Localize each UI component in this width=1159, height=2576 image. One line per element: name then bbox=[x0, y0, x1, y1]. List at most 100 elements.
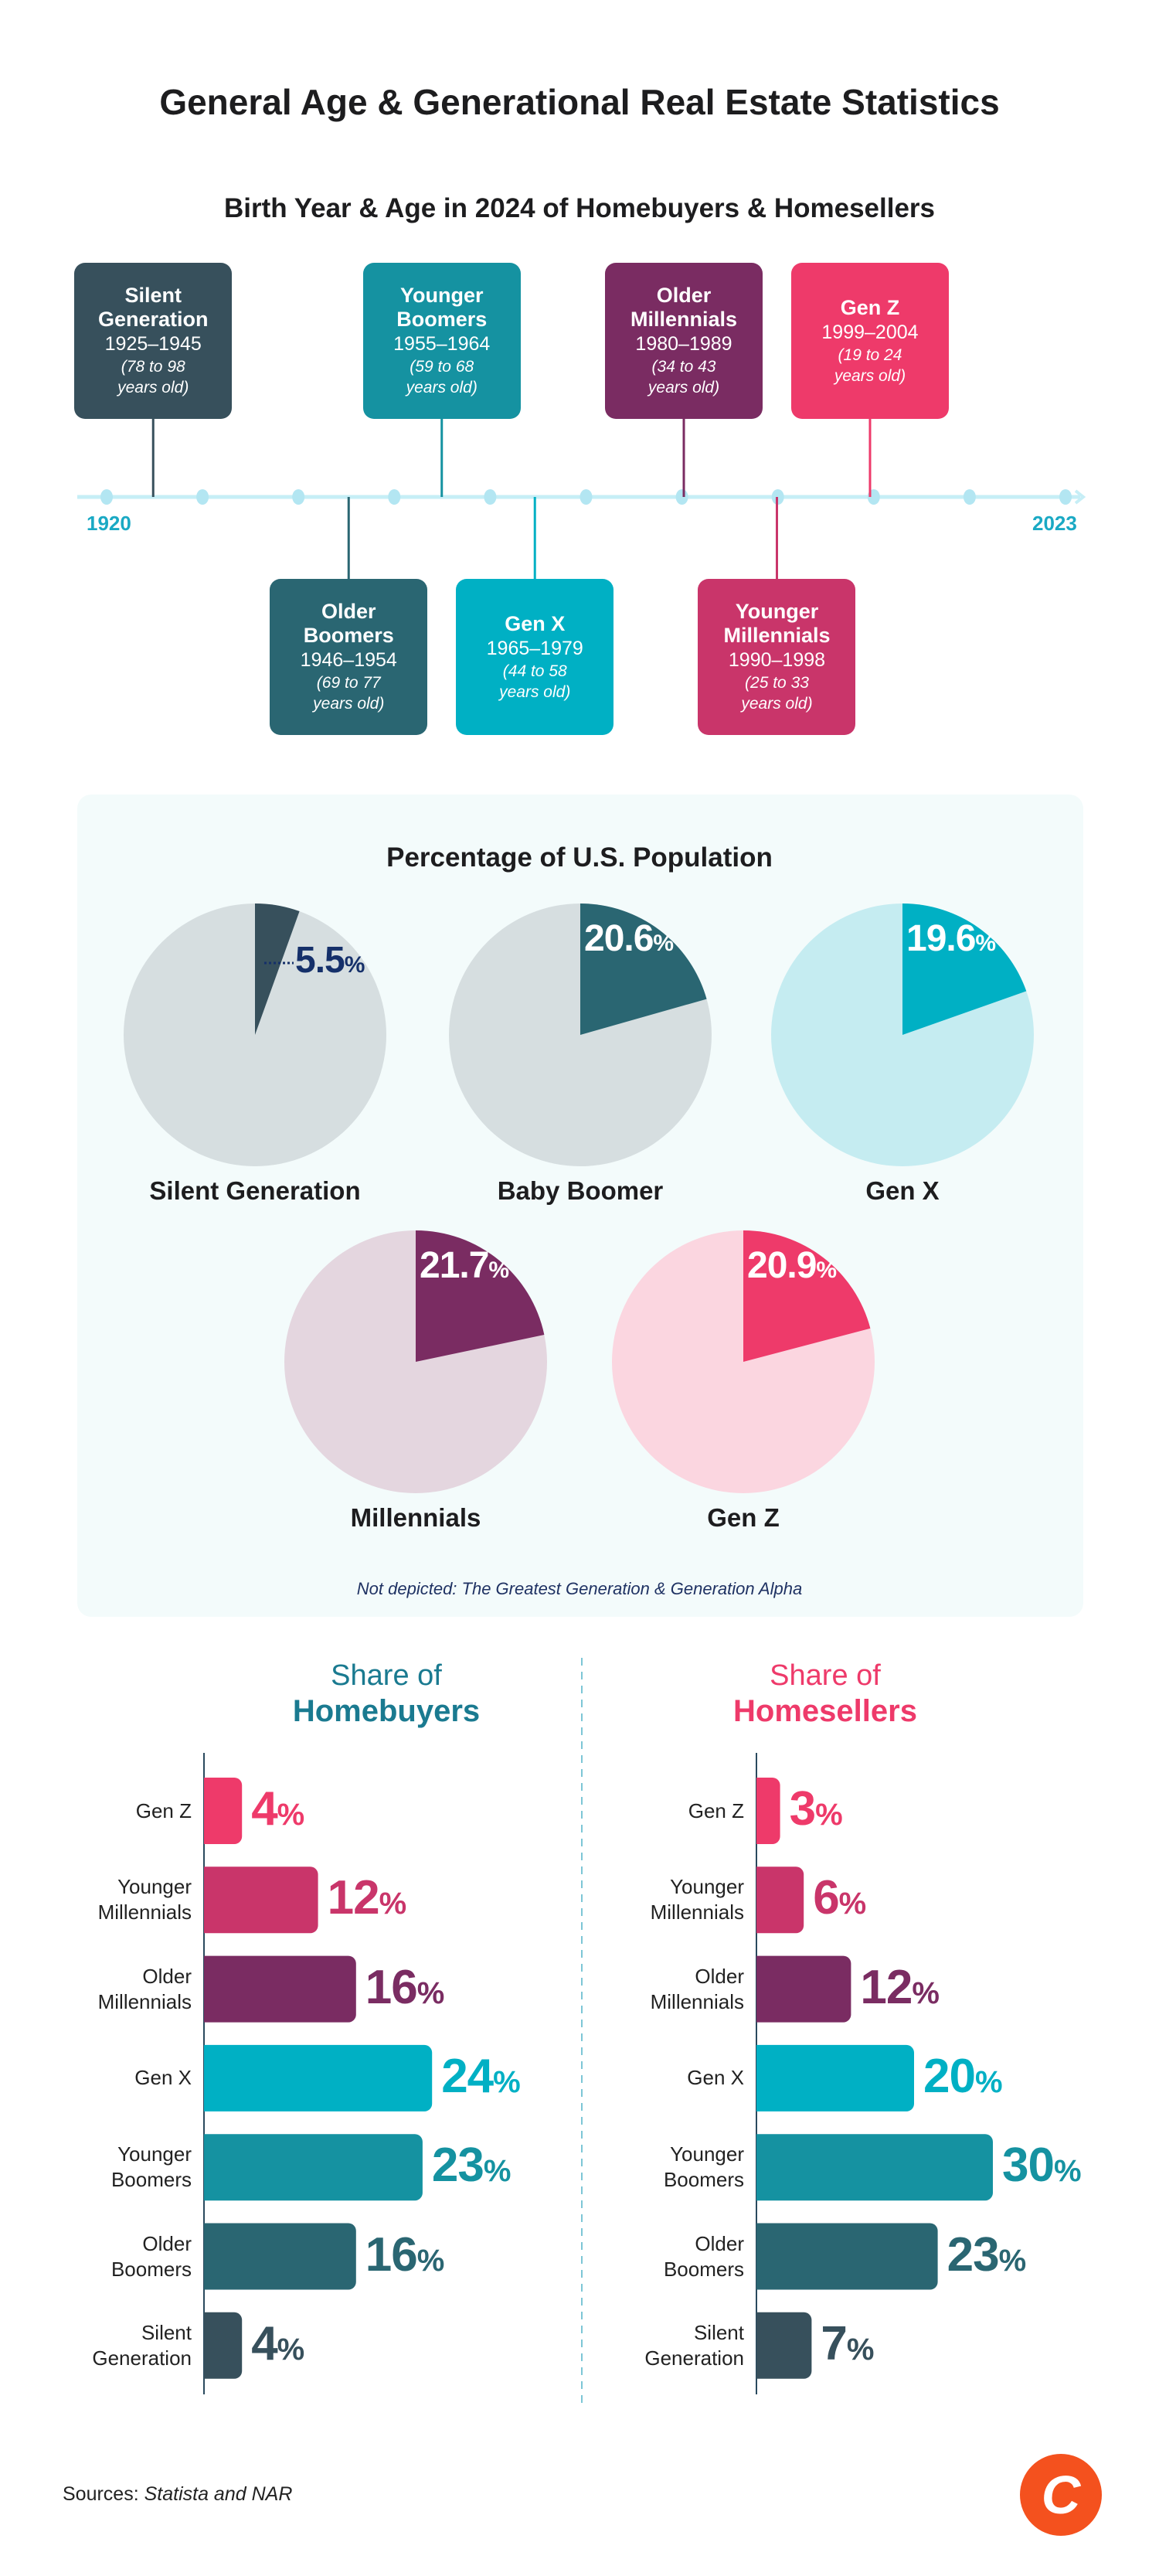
generation-name: Younger bbox=[399, 284, 484, 307]
bar bbox=[204, 2044, 433, 2112]
generation-ages: (59 to 68 bbox=[410, 358, 474, 376]
bar-category: Older Boomers bbox=[22, 2231, 192, 2282]
pie-value-unit: % bbox=[975, 931, 996, 956]
generation-box: Gen X 1965–1979 (44 to 58 years old) bbox=[456, 579, 614, 735]
generation-box: Younger Millennials 1990–1998 (25 to 33 year… bbox=[698, 579, 856, 735]
bar-category-line: Gen Z bbox=[688, 1798, 744, 1822]
bar bbox=[204, 2223, 356, 2290]
pie-slice bbox=[416, 1230, 545, 1362]
bar bbox=[204, 2312, 243, 2379]
bar-value-unit: % bbox=[974, 2064, 1003, 2099]
bar bbox=[756, 2134, 993, 2201]
bar-value-unit: % bbox=[483, 2154, 512, 2189]
bar-value-unit: % bbox=[416, 2243, 445, 2278]
pie-value-number: 20.9 bbox=[747, 1245, 817, 1286]
bar-value-number: 24 bbox=[441, 2049, 494, 2103]
bar-value-unit: % bbox=[379, 1887, 407, 1921]
bar-category-line: Boomers bbox=[663, 2257, 744, 2281]
timeline-dot bbox=[196, 489, 209, 505]
generation-years: 1955–1964 bbox=[393, 333, 491, 355]
generation-name: Gen Z bbox=[840, 295, 900, 319]
timeline-dot bbox=[675, 489, 688, 505]
pie-name: Gen X bbox=[865, 1176, 940, 1205]
bar-value-unit: % bbox=[838, 1887, 867, 1921]
bar-category-line: Younger bbox=[117, 2142, 192, 2166]
pie-slice bbox=[743, 1230, 871, 1362]
generation-name: Boomers bbox=[396, 308, 488, 331]
bar-category: Younger Boomers bbox=[22, 2142, 192, 2193]
bar-category-line: Millennials bbox=[97, 1989, 192, 2013]
bar-value: 30% bbox=[1002, 2138, 1082, 2193]
bar-value-unit: % bbox=[912, 1975, 940, 2010]
timeline-start-label: 1920 bbox=[87, 512, 131, 535]
bar-value: 7% bbox=[821, 2316, 874, 2371]
pie-value-number: 21.7 bbox=[420, 1245, 489, 1286]
bar-value: 3% bbox=[789, 1781, 843, 1836]
bar-value: 16% bbox=[365, 1960, 445, 2015]
bar-value: 16% bbox=[365, 2227, 445, 2282]
bar-category: Gen Z bbox=[22, 1798, 192, 1824]
pie-value-unit: % bbox=[488, 1257, 509, 1283]
generation-ages: (34 to 43 bbox=[651, 358, 716, 376]
sources: Sources: Statista and NAR bbox=[63, 2483, 292, 2506]
bar-value-unit: % bbox=[815, 1798, 843, 1832]
bar-value-number: 12 bbox=[327, 1871, 380, 1925]
bar-category-line: Millennials bbox=[650, 1901, 744, 1924]
generation-box: Silent Generation 1925–1945 (78 to 98 years … bbox=[74, 263, 233, 419]
generation-name: Silent bbox=[124, 284, 182, 307]
bar-value-number: 20 bbox=[923, 2049, 976, 2103]
bar-chart-title: Share of Homesellers bbox=[632, 1658, 1018, 1729]
generation-ages: years old) bbox=[406, 379, 478, 396]
generation-ages: (44 to 58 bbox=[502, 662, 567, 680]
pie-value: 5.5% bbox=[295, 939, 365, 982]
bar-category: Younger Millennials bbox=[574, 1874, 744, 1925]
pie-slice bbox=[902, 903, 1027, 1035]
pie-value-number: 19.6 bbox=[906, 918, 976, 959]
sources-text: Statista and NAR bbox=[144, 2483, 293, 2505]
bar-category: Gen X bbox=[22, 2065, 192, 2091]
bar-category: Silent Generation bbox=[574, 2320, 744, 2371]
bar-title-line2: Homesellers bbox=[733, 1694, 917, 1728]
bar-category-line: Millennials bbox=[97, 1901, 192, 1924]
bar-value: 6% bbox=[813, 1870, 867, 1925]
bar-category: Gen X bbox=[574, 2065, 744, 2091]
bar-category: Older Boomers bbox=[574, 2231, 744, 2282]
bar-value-number: 7 bbox=[821, 2316, 847, 2370]
timeline-end-label: 2023 bbox=[1032, 512, 1077, 535]
generation-name: Older bbox=[321, 600, 376, 623]
pie-value-unit: % bbox=[344, 952, 365, 978]
pie-section-title: Percentage of U.S. Population bbox=[386, 842, 773, 873]
bar-value-number: 16 bbox=[365, 2227, 418, 2282]
bar bbox=[204, 1955, 356, 2023]
pie-value-unit: % bbox=[816, 1257, 837, 1283]
generation-name: Gen X bbox=[505, 611, 566, 635]
timeline-arrow-icon bbox=[1074, 489, 1086, 505]
bar-value: 12% bbox=[860, 1960, 940, 2015]
bar-value-number: 4 bbox=[251, 2316, 277, 2370]
generation-ages: years old) bbox=[499, 682, 571, 701]
main-title: General Age & Generational Real Estate S… bbox=[159, 82, 1000, 122]
bar bbox=[756, 1955, 851, 2023]
timeline-dot bbox=[963, 489, 976, 505]
bar-value-number: 23 bbox=[431, 2139, 484, 2193]
pie-value: 20.9% bbox=[747, 1244, 837, 1287]
bar-category-line: Boomers bbox=[663, 2168, 744, 2192]
bar-category: Younger Boomers bbox=[574, 2142, 744, 2193]
bar-value-number: 6 bbox=[813, 1871, 839, 1925]
generation-years: 1925–1945 bbox=[104, 333, 202, 355]
bar-value: 4% bbox=[251, 2316, 304, 2371]
bar bbox=[204, 2134, 423, 2201]
bar-value-number: 3 bbox=[789, 1782, 816, 1836]
bar bbox=[756, 2223, 938, 2290]
generation-name: Younger bbox=[735, 600, 819, 623]
bar-category-line: Generation bbox=[92, 2346, 192, 2370]
bar-category-line: Gen X bbox=[134, 2066, 192, 2090]
generation-ages: (69 to 77 bbox=[316, 674, 381, 692]
bar-value-number: 4 bbox=[251, 1782, 277, 1836]
bar-category-line: Silent bbox=[141, 2320, 192, 2344]
pie-value-unit: % bbox=[653, 931, 674, 956]
bar-value-unit: % bbox=[277, 2332, 305, 2367]
bar-value-number: 16 bbox=[365, 1960, 418, 2014]
bar-value-number: 30 bbox=[1002, 2139, 1055, 2193]
bar-value: 24% bbox=[441, 2049, 521, 2104]
